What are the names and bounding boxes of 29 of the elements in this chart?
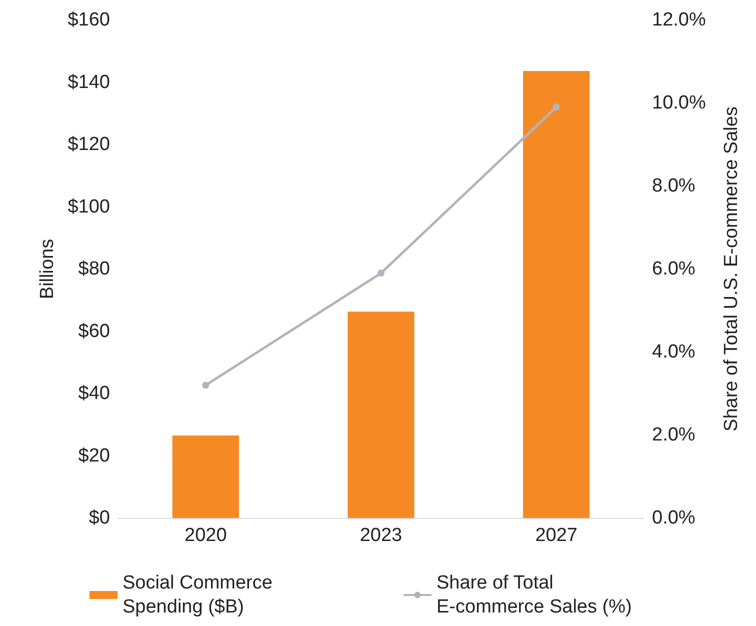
y-tick-label: $40 — [78, 383, 110, 404]
y-tick-label: $140 — [68, 72, 110, 93]
x-tick-label: 2020 — [184, 525, 227, 546]
point — [552, 104, 560, 111]
bar — [348, 312, 414, 518]
bar — [523, 71, 590, 518]
y2-tick-label: 8.0% — [652, 176, 696, 196]
point — [378, 270, 384, 277]
legend-label: Share of Total E-commerce Sales (%) — [436, 572, 632, 618]
y2-tick-label: 6.0% — [652, 258, 696, 280]
y2-tick-label: 10.0% — [652, 92, 706, 114]
bar — [172, 436, 239, 518]
y-tick-label: $160 — [68, 10, 110, 30]
x-tick-label: 2027 — [535, 525, 578, 546]
legend-label: Social Commerce Spending ($B) — [122, 572, 278, 618]
y-tick-label: $60 — [78, 320, 110, 342]
y-tick-label: $100 — [68, 196, 110, 218]
y-tick-label: $0 — [88, 508, 110, 528]
y2-tick-label: 12.0% — [652, 10, 706, 30]
point — [202, 382, 210, 389]
y-tick-label: $80 — [78, 258, 110, 280]
y2-axis-title: Share of Total U.S. E-commerce Sales — [721, 106, 742, 432]
y-tick-label: $120 — [68, 134, 110, 155]
y2-tick-label: 0.0% — [652, 508, 696, 528]
y-tick-label: $20 — [78, 445, 110, 466]
y2-tick-label: 2.0% — [652, 424, 696, 446]
y2-tick-label: 4.0% — [652, 342, 696, 362]
y-axis-title: Billions — [36, 238, 58, 300]
x-tick-label: 2023 — [360, 525, 402, 546]
